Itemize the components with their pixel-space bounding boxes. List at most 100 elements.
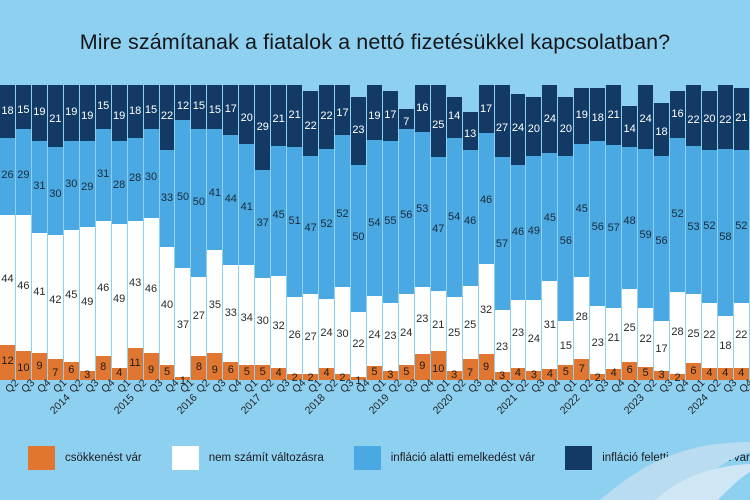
plot-area: 18 26 44 12 15 29 46 10 19 31 41 9 21 30 42 7 19 30 45 6 19 2… [0, 84, 750, 387]
bar-segment: 13 [462, 111, 478, 150]
bar-column[interactable]: 16 53 23 9 [414, 85, 430, 380]
bar-column[interactable]: 24 46 23 4 [510, 85, 526, 380]
bar-column[interactable]: 21 52 22 4 [733, 85, 749, 380]
legend-item-inflacio_alatti[interactable]: infláció alatti emelkedést vár [353, 446, 535, 470]
bar-column[interactable]: 13 46 25 7 [462, 85, 478, 380]
bar-value-label: 22 [719, 114, 732, 127]
bar-value-label: 20 [527, 123, 541, 136]
legend-item-inflacio_feletti[interactable]: infláció feletti emelkedést vár [565, 446, 750, 470]
bar-segment: 56 [654, 155, 670, 322]
bar-value-label: 7 [467, 366, 474, 379]
legend-item-nincs_valtozas[interactable]: nem számít változásra [171, 446, 324, 470]
bar-column[interactable]: 14 54 25 3 [446, 85, 462, 381]
bar-column[interactable]: 16 52 28 2 [670, 85, 685, 384]
bar-column[interactable]: 19 28 49 4 [111, 85, 127, 380]
bar-value-label: 58 [719, 231, 732, 244]
bar-value-label: 2 [307, 372, 314, 385]
bar-segment: 3 [526, 370, 542, 381]
bar-column[interactable]: 23 50 22 1 [350, 85, 366, 387]
legend-item-csokkenes[interactable]: csökkenést vár [28, 446, 142, 470]
bar-segment: 50 [175, 120, 191, 268]
bar-value-label: 8 [195, 361, 202, 374]
bar-column[interactable]: 18 56 17 3 [654, 85, 670, 381]
x-tick: Q2 [638, 377, 659, 432]
bar-column[interactable]: 15 50 27 8 [191, 85, 207, 380]
bar-column[interactable]: 18 28 43 11 [127, 85, 143, 380]
bar-column[interactable]: 20 41 34 5 [239, 85, 255, 380]
bar-column[interactable]: 19 45 28 7 [574, 85, 590, 380]
bar-value-label: 33 [224, 306, 237, 319]
bar-segment: 44 [0, 214, 15, 345]
bar-segment: 7 [398, 108, 414, 130]
bar-column[interactable]: 24 45 31 4 [542, 85, 558, 380]
bar-column[interactable]: 17 44 33 6 [223, 85, 239, 380]
bar-segment: 33 [159, 149, 175, 248]
bar-column[interactable]: 14 48 25 6 [622, 85, 638, 380]
bar-column[interactable]: 27 57 23 3 [494, 84, 510, 381]
bar-value-label: 10 [17, 362, 30, 375]
bar-value-label: 49 [113, 292, 126, 305]
bar-column[interactable]: 22 53 25 6 [685, 85, 701, 380]
bar-segment: 28 [670, 291, 685, 375]
bar-column[interactable]: 12 50 37 1 [175, 85, 191, 387]
bar-column[interactable]: 19 29 49 3 [79, 85, 95, 381]
bar-column[interactable]: 15 31 46 8 [95, 85, 111, 380]
bar-column[interactable]: 22 52 24 4 [319, 85, 335, 380]
bar-column[interactable]: 18 26 44 12 [0, 85, 15, 380]
bar-segment: 15 [558, 321, 574, 366]
bar-segment: 46 [15, 214, 31, 351]
bar-column[interactable]: 25 47 21 10 [430, 85, 446, 380]
bar-segment: 24 [542, 85, 558, 154]
bar-value-label: 44 [224, 193, 237, 206]
bar-column[interactable]: 15 41 35 9 [207, 85, 223, 380]
bar-segment: 52 [670, 138, 685, 292]
bar-value-label: 37 [256, 217, 269, 230]
bar-column[interactable]: 17 52 30 2 [335, 85, 350, 384]
bar-column[interactable]: 22 47 27 2 [303, 85, 319, 384]
bar-column[interactable]: 21 45 32 4 [271, 85, 287, 380]
bar-segment: 22 [319, 85, 335, 149]
bar-column[interactable]: 19 31 41 9 [31, 85, 47, 380]
bar-segment: 56 [590, 141, 606, 307]
bar-segment: 25 [622, 288, 638, 363]
bar-column[interactable]: 24 59 22 5 [638, 85, 654, 380]
bar-segment: 31 [31, 141, 47, 233]
bar-column[interactable]: 21 51 26 2 [287, 85, 303, 384]
bar-segment: 49 [79, 226, 95, 372]
bar-value-label: 17 [655, 343, 668, 356]
bar-segment: 25 [462, 285, 478, 360]
bar-column[interactable]: 22 58 18 4 [717, 85, 733, 380]
bar-segment: 54 [366, 139, 382, 297]
bar-column[interactable]: 20 56 15 5 [558, 85, 574, 380]
bar-segment: 30 [143, 129, 159, 218]
bar-segment: 54 [446, 138, 462, 298]
x-tick: Q4 [415, 377, 436, 432]
bar-segment: 22 [717, 85, 733, 149]
bar-column[interactable]: 17 55 23 3 [382, 85, 398, 381]
bar-segment: 45 [542, 153, 558, 281]
bar-column[interactable]: 18 56 23 2 [590, 85, 606, 384]
bar-segment: 46 [510, 164, 526, 301]
bar-value-label: 45 [575, 203, 588, 216]
bar-segment: 19 [366, 85, 382, 140]
x-tick: Q2 [511, 377, 532, 432]
bar-column[interactable]: 19 30 45 6 [63, 85, 79, 380]
bar-value-label: 28 [671, 325, 684, 338]
bar-column[interactable]: 15 29 46 10 [15, 85, 31, 380]
bar-column[interactable]: 7 56 24 5 [398, 85, 414, 380]
bar-column[interactable]: 19 54 24 5 [366, 85, 382, 380]
x-tick: Q2 [191, 377, 212, 432]
bar-column[interactable]: 21 30 42 7 [47, 85, 63, 380]
bar-value-label: 26 [1, 169, 14, 182]
bar-value-label: 57 [495, 238, 509, 251]
bar-segment: 21 [606, 308, 622, 369]
bar-column[interactable]: 20 49 24 3 [526, 85, 542, 381]
bar-segment: 51 [287, 146, 303, 298]
bar-column[interactable]: 22 33 40 5 [159, 85, 175, 380]
bar-column[interactable]: 21 57 21 4 [606, 85, 622, 380]
bar-column[interactable]: 17 46 32 9 [478, 85, 494, 380]
bar-segment: 19 [111, 85, 127, 142]
bar-column[interactable]: 20 52 22 4 [701, 85, 717, 380]
bar-column[interactable]: 15 30 46 9 [143, 85, 159, 380]
bar-column[interactable]: 29 37 30 5 [255, 85, 271, 380]
